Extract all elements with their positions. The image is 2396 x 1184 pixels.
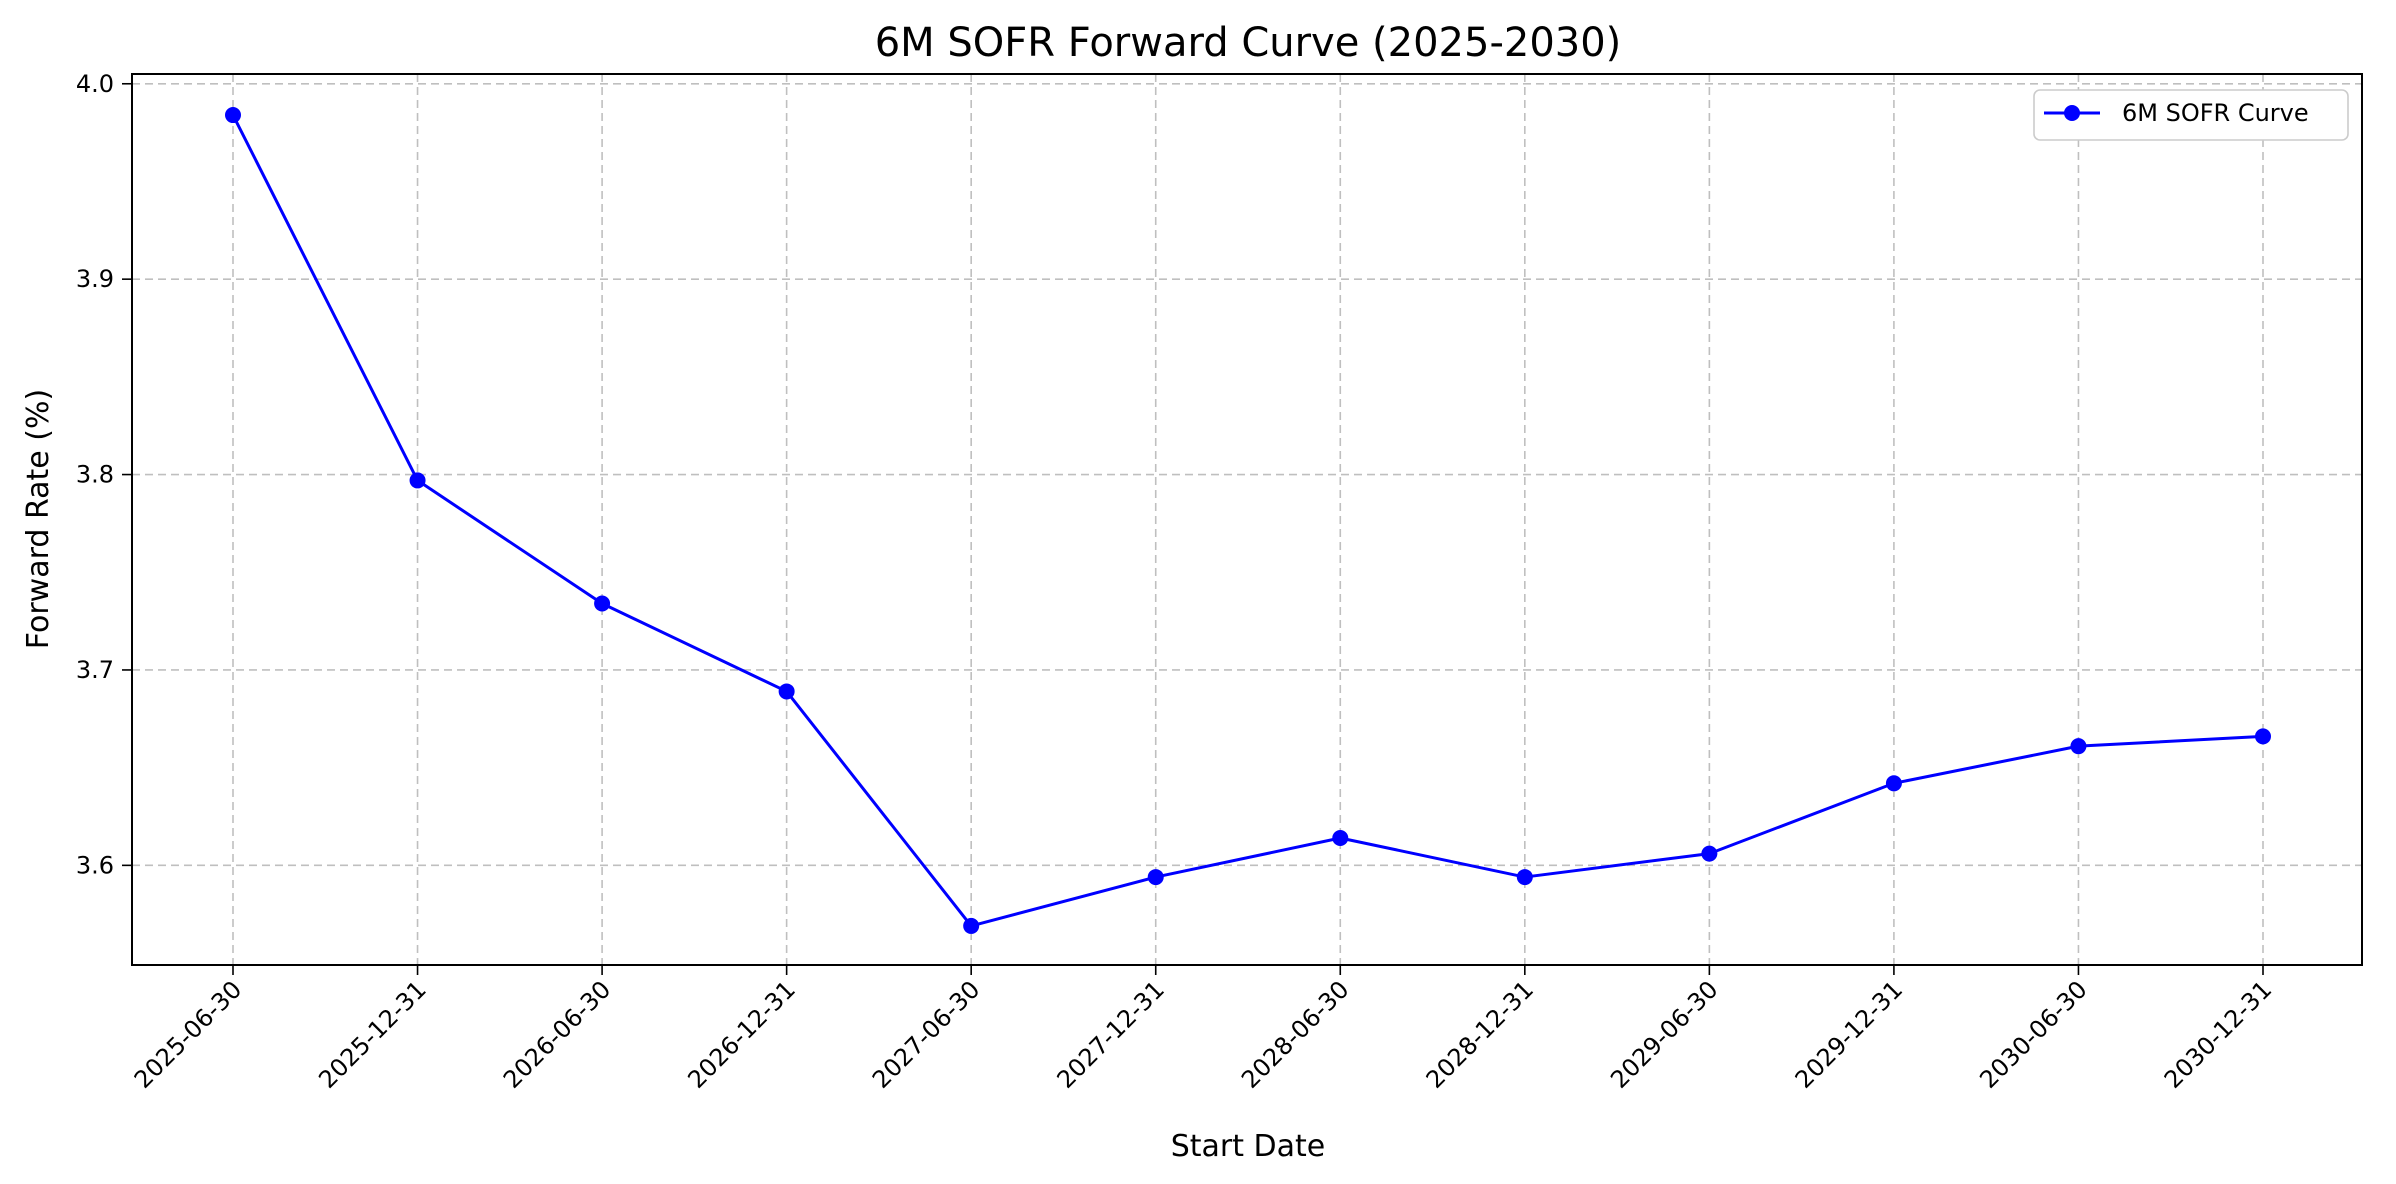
y-tick-label: 3.7 xyxy=(76,656,114,684)
grid xyxy=(132,74,2362,965)
y-tick-label: 3.6 xyxy=(76,851,114,879)
y-tick-label: 3.9 xyxy=(76,265,114,293)
chart-title: 6M SOFR Forward Curve (2025-2030) xyxy=(875,20,1622,66)
legend: 6M SOFR Curve xyxy=(2033,89,2349,141)
series-line xyxy=(231,114,2264,928)
data-point xyxy=(1147,869,1164,886)
y-axis: 3.6 3.7 3.8 3.9 4.0 xyxy=(76,70,132,879)
data-point xyxy=(2070,738,2087,755)
legend-box xyxy=(2033,89,2349,141)
data-point xyxy=(409,472,426,489)
legend-marker-swatch xyxy=(2064,105,2080,121)
data-point xyxy=(778,683,795,700)
y-axis-label: Forward Rate (%) xyxy=(21,389,56,649)
data-point xyxy=(1332,829,1349,846)
x-axis-label: Start Date xyxy=(1171,1129,1326,1164)
data-point xyxy=(963,917,980,934)
y-tick-label: 4.0 xyxy=(76,70,114,98)
y-tick-label: 3.8 xyxy=(76,461,114,489)
data-point xyxy=(1701,845,1718,862)
data-point xyxy=(225,107,241,124)
legend-label: 6M SOFR Curve xyxy=(2122,99,2309,127)
data-point xyxy=(2255,728,2271,745)
data-point xyxy=(594,595,611,612)
plot-frame xyxy=(131,73,2363,966)
data-point xyxy=(1885,775,1902,792)
series-layer xyxy=(225,107,2271,934)
data-point xyxy=(1516,869,1533,886)
